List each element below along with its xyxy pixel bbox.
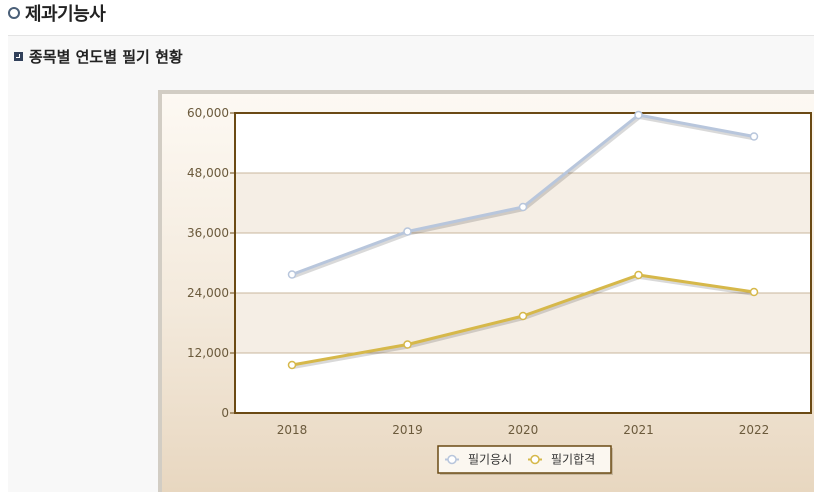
section-title: 종목별 연도별 필기 현황 (14, 44, 183, 68)
section-title-text: 종목별 연도별 필기 현황 (29, 47, 183, 66)
legend-label: 필기합격 (551, 453, 595, 467)
plot-band (235, 113, 811, 173)
plot-border (234, 112, 812, 414)
square-bullet-icon (14, 51, 23, 61)
x-tick-label: 2020 (508, 423, 539, 437)
y-tick-label: 12,000 (187, 346, 229, 360)
plot-area (234, 112, 812, 414)
y-tick-label: 60,000 (187, 106, 229, 120)
data-point (634, 110, 643, 120)
data-point (287, 270, 297, 279)
legend-swatch-marker (447, 454, 457, 465)
chart-legend: 필기응시 필기합격 (437, 445, 613, 475)
legend-box (437, 445, 612, 474)
data-point (518, 202, 528, 212)
page-title-text: 제과기능사 (25, 4, 106, 25)
y-tick-label: 48,000 (187, 166, 229, 180)
data-point (403, 227, 412, 236)
legend-swatch-marker (530, 454, 540, 465)
y-tick-label: 36,000 (187, 226, 229, 240)
y-tick-label: 0 (221, 406, 229, 420)
circle-bullet-icon (8, 7, 20, 19)
chart-frame: 0 12,000 24,000 36,000 48,000 60,000 2018 2019 2… (158, 90, 814, 492)
data-point (518, 311, 528, 321)
x-tick-label: 2022 (739, 423, 770, 437)
data-point (403, 340, 412, 349)
x-tick-label: 2021 (623, 423, 654, 437)
page-title: 제과기능사 (8, 0, 106, 26)
plot-band (235, 233, 811, 293)
data-point (749, 287, 759, 297)
data-point (287, 360, 297, 370)
x-tick-label: 2018 (277, 423, 308, 437)
data-point (749, 132, 759, 141)
y-tick-label: 24,000 (187, 286, 229, 300)
title-divider (8, 35, 814, 36)
line-chart: 0 12,000 24,000 36,000 48,000 60,000 2018 2019 2… (187, 106, 812, 475)
plot-band (235, 293, 811, 353)
legend-label: 필기응시 (468, 453, 512, 467)
data-point (634, 270, 643, 280)
plot-band (235, 353, 811, 413)
x-tick-label: 2019 (392, 423, 423, 437)
